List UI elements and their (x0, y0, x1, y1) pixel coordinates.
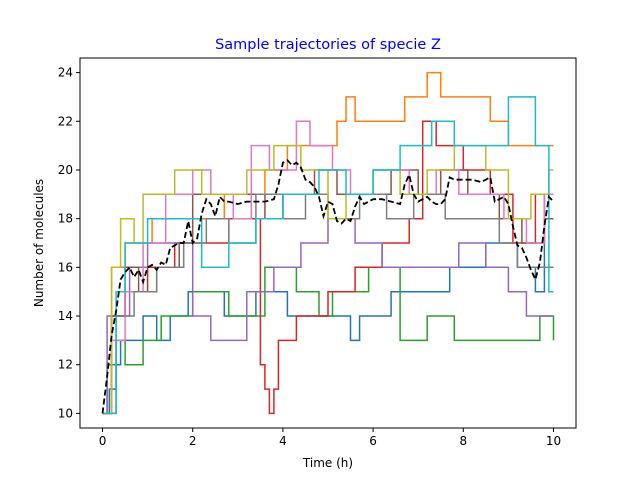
x-tick-label: 10 (546, 434, 561, 448)
y-tick-label: 18 (58, 212, 73, 226)
trajectory-line-3 (102, 266, 555, 415)
y-axis-ticks: 10 12 14 16 18 20 22 24 (58, 66, 80, 420)
y-tick-label: 10 (58, 406, 73, 420)
x-tick-label: 2 (189, 434, 197, 448)
y-axis-label: Number of molecules (32, 179, 46, 307)
y-tick-label: 24 (58, 66, 73, 80)
chart-title: Sample trajectories of specie Z (215, 37, 441, 53)
x-axis-ticks: 0 2 4 6 8 10 (99, 428, 561, 448)
x-tick-label: 0 (99, 434, 107, 448)
x-tick-label: 4 (279, 434, 287, 448)
y-tick-label: 22 (58, 114, 73, 128)
x-tick-label: 8 (459, 434, 467, 448)
x-axis-label: Time (h) (302, 456, 353, 470)
y-tick-label: 14 (58, 309, 73, 323)
mean-trajectory-line (101, 159, 555, 414)
axes-frame (79, 57, 577, 429)
x-tick-label: 6 (369, 434, 377, 448)
y-tick-label: 20 (58, 163, 73, 177)
trajectory-line-7 (102, 120, 554, 415)
trajectory-line-4 (102, 120, 554, 415)
trajectory-line-8 (102, 193, 554, 415)
y-tick-label: 12 (58, 358, 73, 372)
plot-lines (101, 71, 555, 415)
y-tick-label: 16 (58, 260, 73, 274)
trajectory-line-10 (102, 96, 554, 415)
